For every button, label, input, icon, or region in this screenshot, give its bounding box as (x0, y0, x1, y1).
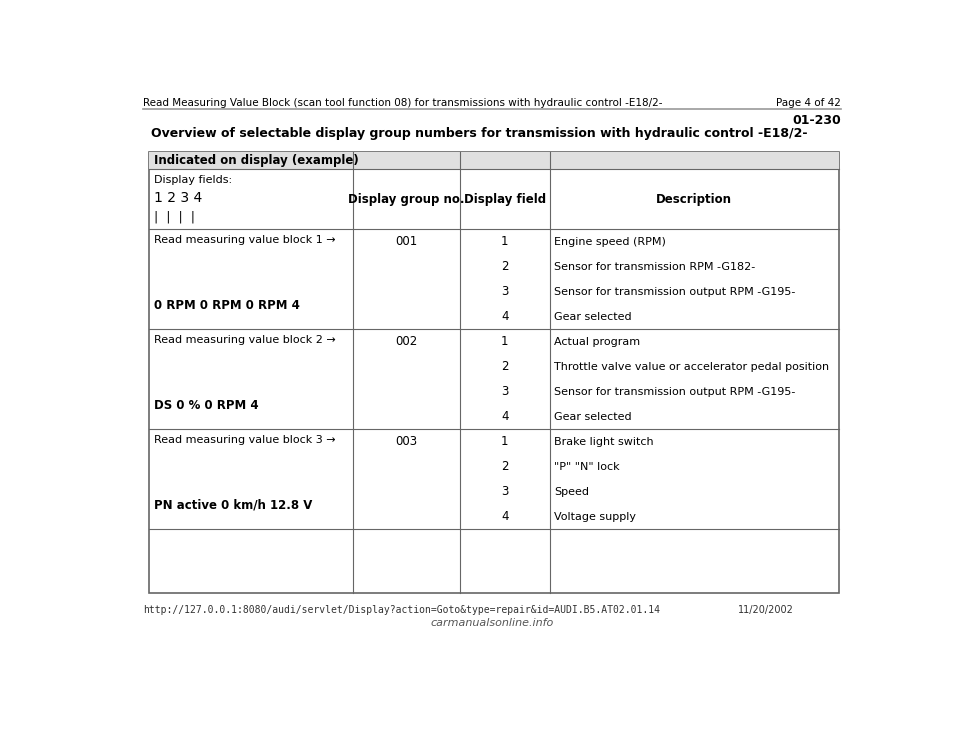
Text: 11/20/2002: 11/20/2002 (738, 605, 794, 615)
Text: 01-230: 01-230 (792, 114, 841, 127)
Text: Sensor for transmission output RPM -G195-: Sensor for transmission output RPM -G195… (554, 286, 796, 297)
Text: 2: 2 (501, 461, 509, 473)
Text: Actual program: Actual program (554, 337, 640, 347)
Text: Voltage supply: Voltage supply (554, 512, 636, 522)
Text: 2: 2 (501, 361, 509, 373)
Text: 1: 1 (501, 335, 509, 348)
Text: 001: 001 (396, 235, 418, 248)
Text: 1: 1 (501, 436, 509, 448)
Text: 2: 2 (501, 260, 509, 273)
Text: Throttle valve value or accelerator pedal position: Throttle valve value or accelerator peda… (554, 362, 829, 372)
Text: |  |  |  |: | | | | (155, 211, 195, 223)
Text: PN active 0 km/h 12.8 V: PN active 0 km/h 12.8 V (155, 499, 312, 512)
Bar (150, 152, 839, 593)
Text: Display fields:: Display fields: (155, 174, 232, 185)
Text: 4: 4 (501, 310, 509, 324)
Text: DS 0 % 0 RPM 4: DS 0 % 0 RPM 4 (155, 399, 259, 412)
Text: Read measuring value block 2 →: Read measuring value block 2 → (155, 335, 336, 345)
Text: Gear selected: Gear selected (554, 412, 632, 422)
Text: http://127.0.0.1:8080/audi/servlet/Display?action=Goto&type=repair&id=AUDI.B5.AT: http://127.0.0.1:8080/audi/servlet/Displ… (143, 605, 660, 615)
Text: Sensor for transmission output RPM -G195-: Sensor for transmission output RPM -G195… (554, 387, 796, 397)
Text: Read Measuring Value Block (scan tool function 08) for transmissions with hydrau: Read Measuring Value Block (scan tool fu… (143, 97, 662, 108)
Text: Read measuring value block 3 →: Read measuring value block 3 → (155, 435, 336, 444)
Text: Sensor for transmission RPM -G182-: Sensor for transmission RPM -G182- (554, 262, 756, 272)
Text: Engine speed (RPM): Engine speed (RPM) (554, 237, 666, 246)
Text: Brake light switch: Brake light switch (554, 437, 654, 447)
Text: Speed: Speed (554, 487, 589, 497)
Text: 002: 002 (396, 335, 418, 348)
Text: Description: Description (657, 193, 732, 206)
Text: 3: 3 (501, 285, 509, 298)
Text: 003: 003 (396, 436, 418, 448)
Text: carmanualsonline.info: carmanualsonline.info (430, 618, 554, 628)
Text: Overview of selectable display group numbers for transmission with hydraulic con: Overview of selectable display group num… (151, 127, 807, 139)
Text: Display field: Display field (464, 193, 545, 206)
Text: 3: 3 (501, 485, 509, 499)
Text: Display group no.: Display group no. (348, 193, 465, 206)
Text: 3: 3 (501, 385, 509, 398)
Text: Indicated on display (example): Indicated on display (example) (155, 154, 359, 167)
Text: Gear selected: Gear selected (554, 312, 632, 322)
Text: 4: 4 (501, 510, 509, 523)
Text: 1 2 3 4: 1 2 3 4 (155, 191, 203, 205)
Bar (150, 152, 839, 169)
Text: Page 4 of 42: Page 4 of 42 (776, 97, 841, 108)
Text: 0 RPM 0 RPM 0 RPM 4: 0 RPM 0 RPM 0 RPM 4 (155, 299, 300, 312)
Text: Read measuring value block 1 →: Read measuring value block 1 → (155, 234, 336, 245)
Text: 1: 1 (501, 235, 509, 248)
Text: "P" "N" lock: "P" "N" lock (554, 462, 620, 472)
Text: 4: 4 (501, 410, 509, 424)
